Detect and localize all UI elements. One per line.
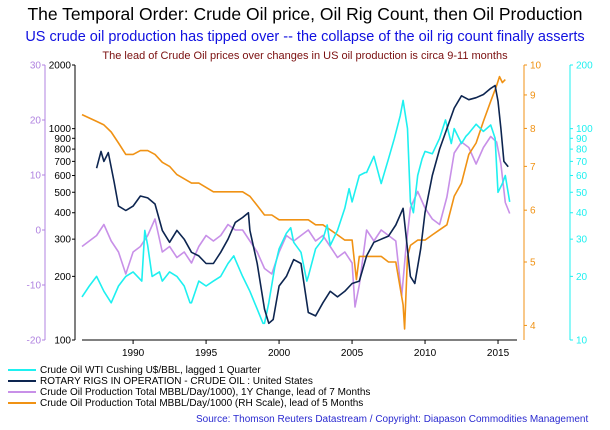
yoy-tick-label: 0: [35, 226, 41, 237]
series-line-prod: [81, 75, 506, 330]
rigs-tick-label: 100: [54, 336, 71, 347]
rigs-tick-label: 400: [54, 208, 71, 219]
wti-tick-label: 200: [576, 61, 593, 72]
series-line-yoy: [81, 135, 511, 308]
yoy-tick-label: -10: [27, 281, 42, 292]
legend-label-rigs: ROTARY RIGS IN OPERATION - CRUDE OIL : U…: [40, 376, 313, 387]
wti-tick-label: 30: [576, 235, 588, 246]
wti-tick-label: 20: [576, 272, 588, 283]
yoy-tick-label: -20: [27, 336, 42, 347]
prod-tick-label: 8: [530, 124, 536, 135]
prod-tick-label: 5: [530, 258, 536, 269]
rigs-tick-label: 800: [54, 145, 71, 156]
series-line-rigs: [95, 84, 509, 325]
rigs-tick-label: 900: [54, 134, 71, 145]
legend-label-wti: Crude Oil WTI Cushing U$/BBL, lagged 1 Q…: [40, 365, 261, 376]
x-tick-label: 2015: [487, 348, 510, 359]
rigs-tick-label: 700: [54, 157, 71, 168]
axes-layer: 1990 1995 2000 2005 2010 2015-20-100102030100…: [27, 61, 594, 360]
prod-tick-label: 6: [530, 206, 536, 217]
x-tick-label: 1995: [195, 348, 218, 359]
chart-title: The Temporal Order: Crude Oil price, Oil…: [27, 4, 582, 24]
chart-subtitle: US crude oil production has tipped over …: [25, 29, 584, 45]
yoy-tick-label: 30: [30, 61, 42, 72]
x-tick-label: 2005: [341, 348, 364, 359]
wti-tick-label: 40: [576, 208, 588, 219]
yoy-tick-label: 20: [30, 116, 42, 127]
prod-tick-label: 10: [530, 61, 542, 72]
rigs-tick-label: 1000: [49, 124, 72, 135]
wti-tick-label: 100: [576, 124, 593, 135]
source-note: Source: Thomson Reuters Datastream / Cop…: [196, 414, 588, 425]
wti-tick-label: 60: [576, 171, 588, 182]
prod-tick-label: 9: [530, 90, 536, 101]
rigs-tick-label: 600: [54, 171, 71, 182]
wti-tick-label: 80: [576, 145, 588, 156]
lead-note: The lead of Crude Oil prices over change…: [102, 50, 508, 62]
wti-tick-label: 50: [576, 188, 588, 199]
prod-tick-label: 7: [530, 162, 536, 173]
rigs-tick-label: 500: [54, 188, 71, 199]
yoy-tick-label: 10: [30, 171, 42, 182]
x-tick-label: 2010: [414, 348, 437, 359]
rigs-tick-label: 2000: [49, 61, 72, 72]
legend-label-prod: Crude Oil Production Total MBBL/Day/1000…: [40, 398, 363, 409]
prod-tick-label: 4: [530, 321, 536, 332]
rigs-tick-label: 300: [54, 235, 71, 246]
series-layer: [81, 75, 511, 330]
x-tick-label: 1990: [122, 348, 145, 359]
wti-tick-label: 90: [576, 134, 588, 145]
wti-tick-label: 70: [576, 157, 588, 168]
x-tick-label: 2000: [268, 348, 291, 359]
legend-label-yoy: Crude Oil Production Total MBBL/Day/1000…: [40, 387, 370, 398]
rigs-tick-label: 200: [54, 272, 71, 283]
series-line-wti: [81, 99, 511, 325]
legend: Crude Oil WTI Cushing U$/BBL, lagged 1 Q…: [8, 365, 370, 409]
wti-tick-label: 10: [576, 336, 588, 347]
